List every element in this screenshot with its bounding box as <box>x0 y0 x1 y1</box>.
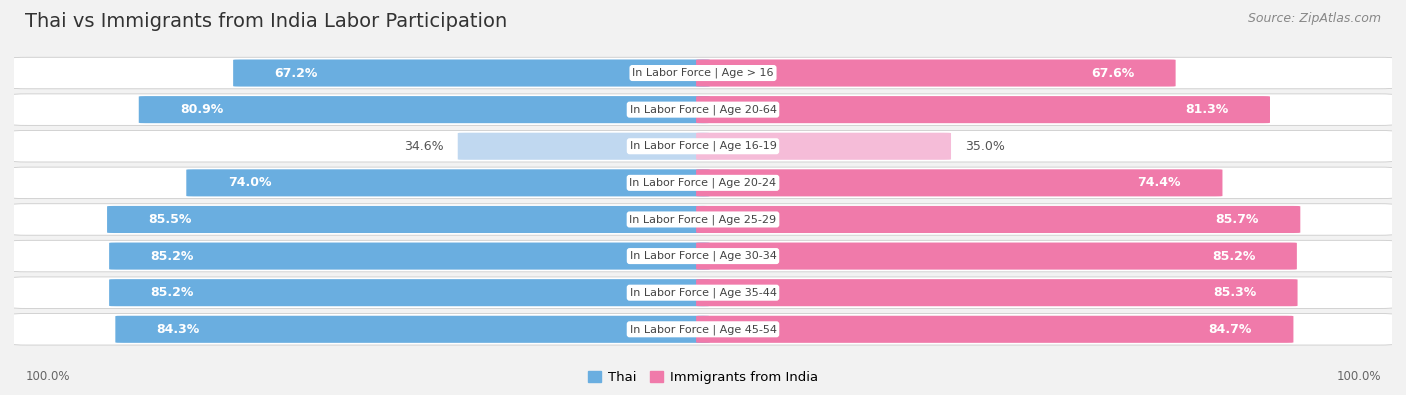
FancyBboxPatch shape <box>13 130 1393 162</box>
Text: 81.3%: 81.3% <box>1185 103 1229 116</box>
Text: 85.5%: 85.5% <box>149 213 191 226</box>
FancyBboxPatch shape <box>107 206 710 233</box>
Text: In Labor Force | Age 35-44: In Labor Force | Age 35-44 <box>630 288 776 298</box>
Text: 80.9%: 80.9% <box>180 103 224 116</box>
Text: 85.2%: 85.2% <box>150 250 194 263</box>
Text: 100.0%: 100.0% <box>1336 370 1381 383</box>
FancyBboxPatch shape <box>13 277 1393 308</box>
Text: 67.6%: 67.6% <box>1091 66 1135 79</box>
FancyBboxPatch shape <box>13 57 1393 89</box>
Legend: Thai, Immigrants from India: Thai, Immigrants from India <box>583 365 823 389</box>
FancyBboxPatch shape <box>696 206 1301 233</box>
Text: 35.0%: 35.0% <box>965 140 1005 153</box>
FancyBboxPatch shape <box>696 60 1175 87</box>
FancyBboxPatch shape <box>13 204 1393 235</box>
Text: 85.7%: 85.7% <box>1216 213 1258 226</box>
Text: 34.6%: 34.6% <box>405 140 444 153</box>
Text: 84.3%: 84.3% <box>156 323 200 336</box>
Text: 74.0%: 74.0% <box>228 176 271 189</box>
FancyBboxPatch shape <box>696 316 1294 343</box>
FancyBboxPatch shape <box>139 96 710 123</box>
Text: In Labor Force | Age 16-19: In Labor Force | Age 16-19 <box>630 141 776 152</box>
FancyBboxPatch shape <box>13 240 1393 272</box>
Text: 85.2%: 85.2% <box>1212 250 1256 263</box>
FancyBboxPatch shape <box>233 60 710 87</box>
Text: 74.4%: 74.4% <box>1137 176 1181 189</box>
Text: 85.2%: 85.2% <box>150 286 194 299</box>
FancyBboxPatch shape <box>13 167 1393 199</box>
FancyBboxPatch shape <box>186 169 710 196</box>
Text: 100.0%: 100.0% <box>25 370 70 383</box>
FancyBboxPatch shape <box>110 243 710 270</box>
Text: 67.2%: 67.2% <box>274 66 318 79</box>
Text: 85.3%: 85.3% <box>1213 286 1256 299</box>
FancyBboxPatch shape <box>458 133 710 160</box>
FancyBboxPatch shape <box>696 279 1298 306</box>
Text: Source: ZipAtlas.com: Source: ZipAtlas.com <box>1247 12 1381 25</box>
Text: In Labor Force | Age > 16: In Labor Force | Age > 16 <box>633 68 773 78</box>
FancyBboxPatch shape <box>696 169 1222 196</box>
Text: In Labor Force | Age 25-29: In Labor Force | Age 25-29 <box>630 214 776 225</box>
Text: In Labor Force | Age 20-64: In Labor Force | Age 20-64 <box>630 104 776 115</box>
FancyBboxPatch shape <box>110 279 710 306</box>
Text: In Labor Force | Age 30-34: In Labor Force | Age 30-34 <box>630 251 776 261</box>
FancyBboxPatch shape <box>115 316 710 343</box>
FancyBboxPatch shape <box>13 94 1393 125</box>
Text: Thai vs Immigrants from India Labor Participation: Thai vs Immigrants from India Labor Part… <box>25 12 508 31</box>
Text: In Labor Force | Age 45-54: In Labor Force | Age 45-54 <box>630 324 776 335</box>
FancyBboxPatch shape <box>696 96 1270 123</box>
FancyBboxPatch shape <box>696 133 950 160</box>
FancyBboxPatch shape <box>696 243 1296 270</box>
Text: In Labor Force | Age 20-24: In Labor Force | Age 20-24 <box>630 178 776 188</box>
Text: 84.7%: 84.7% <box>1209 323 1253 336</box>
FancyBboxPatch shape <box>13 314 1393 345</box>
